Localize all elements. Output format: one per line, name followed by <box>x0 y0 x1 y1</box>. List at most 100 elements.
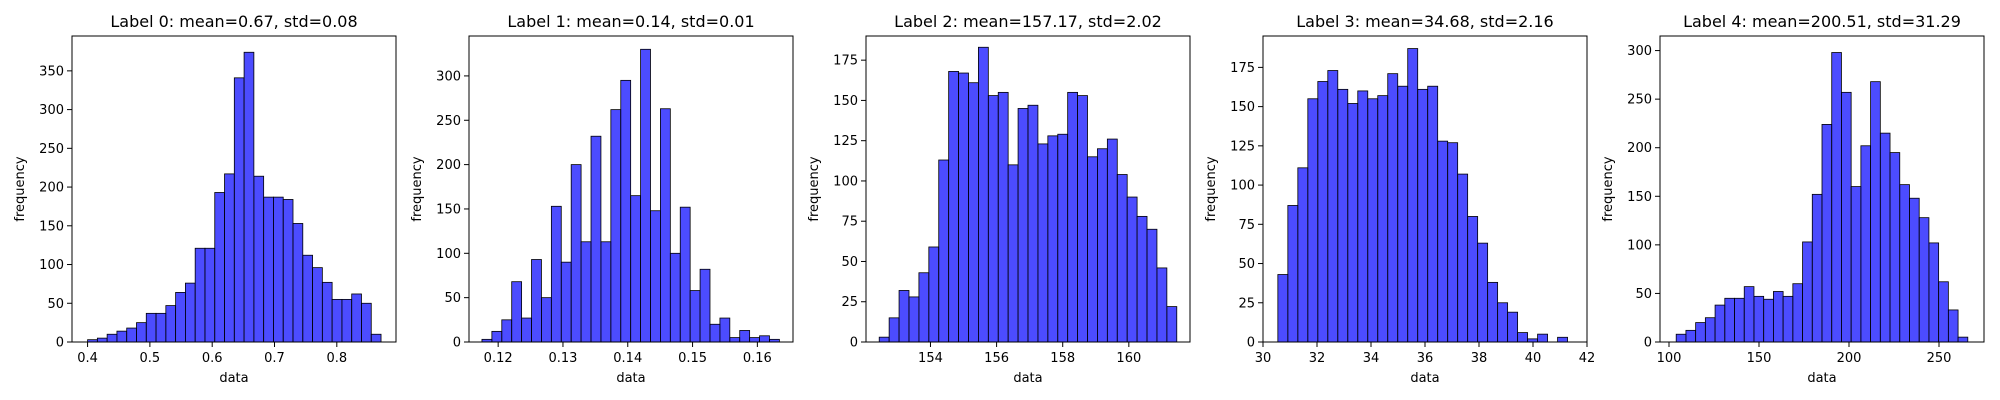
histogram-bar <box>948 71 959 343</box>
histogram-bar <box>620 79 632 343</box>
histogram-bar <box>1367 98 1379 343</box>
histogram-bar <box>1889 152 1901 343</box>
histogram-bar <box>739 330 751 343</box>
histogram-bar <box>1027 104 1039 343</box>
y-tick-label: 0 <box>1644 336 1652 351</box>
histogram-bar <box>1047 135 1059 343</box>
histogram-bar <box>1387 73 1399 343</box>
histogram-bar <box>1909 197 1920 343</box>
histogram-bar <box>570 164 582 343</box>
histogram-bar <box>1831 52 1842 343</box>
histogram-bar <box>175 292 186 343</box>
y-tick-label: 175 <box>1230 61 1255 76</box>
y-tick-label: 125 <box>833 134 858 149</box>
histogram-bar <box>282 199 294 343</box>
histogram-bar <box>1802 241 1813 343</box>
y-axis-title: frequency <box>410 156 425 222</box>
y-tick-label: 100 <box>833 174 858 189</box>
y-tick-label: 350 <box>39 64 64 79</box>
histogram-bar <box>1685 329 1697 343</box>
histogram-bar <box>1537 333 1548 343</box>
histogram-bar <box>1860 145 1872 343</box>
histogram-bar <box>1517 332 1528 343</box>
x-tick-label: 0.14 <box>613 351 642 366</box>
histogram-bar <box>292 223 304 343</box>
histogram-bar <box>302 254 313 343</box>
histogram-bar <box>719 317 731 343</box>
x-tick-label: 38 <box>1471 351 1488 366</box>
histogram-bar <box>531 259 542 343</box>
x-tick-label: 0.5 <box>140 351 161 366</box>
histogram-bar <box>541 297 552 343</box>
histogram-bar <box>1734 297 1745 343</box>
histogram-bar <box>155 312 167 343</box>
histogram-bar <box>341 298 353 343</box>
histogram-bar <box>1097 148 1108 343</box>
y-tick-label: 0 <box>453 336 461 351</box>
y-tick-label: 75 <box>841 215 858 230</box>
histogram-bar <box>888 317 900 343</box>
histogram-bar <box>263 196 274 343</box>
histogram-bar <box>1457 173 1469 343</box>
histogram-bar <box>1156 267 1168 343</box>
axes-frame <box>468 35 794 343</box>
histogram-bar <box>214 192 225 343</box>
histogram-bar <box>1753 295 1765 343</box>
histogram-bar <box>501 319 513 343</box>
histogram-bar <box>1077 95 1088 343</box>
x-tick-label: 40 <box>1525 351 1542 366</box>
histogram-bar <box>165 305 177 343</box>
histogram-bar <box>580 241 592 343</box>
histogram-bar <box>878 336 890 343</box>
histogram-bar <box>749 337 760 343</box>
y-tick-label: 150 <box>436 202 461 217</box>
histogram-bar <box>370 333 382 343</box>
x-tick-label: 160 <box>1116 351 1141 366</box>
x-tick-label: 200 <box>1837 351 1862 366</box>
y-axis-title: frequency <box>807 156 822 222</box>
y-tick-label: 200 <box>39 181 64 196</box>
histogram-bar <box>1067 91 1078 343</box>
y-tick-label: 300 <box>1627 44 1652 59</box>
histogram-bar <box>1287 205 1299 343</box>
histogram-bar <box>1427 85 1439 343</box>
histogram-bar <box>116 330 128 343</box>
histogram-bar <box>491 330 503 343</box>
y-tick-label: 25 <box>1238 296 1255 311</box>
histogram-bar <box>898 290 910 343</box>
histogram-bar <box>997 91 1009 343</box>
y-tick-label: 0 <box>1247 336 1255 351</box>
histogram-bar <box>243 51 255 343</box>
x-tick-label: 34 <box>1363 351 1380 366</box>
histogram-panel-2: 154 156 158 160 0 25 50 75 100 125 150 175 data frequ… <box>807 12 1191 386</box>
histogram-bar <box>194 247 206 343</box>
x-tick-label: 150 <box>1747 351 1772 366</box>
x-tick-label: 0.15 <box>678 351 707 366</box>
histogram-bar <box>1407 48 1419 343</box>
histogram-bar <box>1695 322 1706 343</box>
histogram-bar <box>669 252 681 343</box>
histogram-bar <box>1841 91 1852 343</box>
x-tick-label: 158 <box>1050 351 1075 366</box>
panel-title: Label 2: mean=157.17, std=2.02 <box>894 12 1162 31</box>
histogram-bar <box>1447 142 1459 343</box>
histogram-bar <box>1497 302 1509 343</box>
histogram-bar <box>1417 88 1429 343</box>
histogram-bar <box>679 206 691 343</box>
histogram-bar <box>630 195 641 343</box>
histogram-bar <box>136 322 147 343</box>
x-tick-label: 0.16 <box>743 351 772 366</box>
histogram-bar <box>699 268 711 343</box>
histogram-bar <box>908 296 920 343</box>
x-tick-label: 0.4 <box>77 351 98 366</box>
axes-frame <box>1659 35 1985 343</box>
x-tick-label: 32 <box>1309 351 1326 366</box>
panel-title: Label 1: mean=0.14, std=0.01 <box>507 12 754 31</box>
histogram-bar <box>106 333 118 343</box>
histogram-bar <box>978 46 989 343</box>
histogram-bar <box>1811 193 1823 343</box>
x-tick-label: 36 <box>1417 351 1434 366</box>
x-axis-title: data <box>1410 371 1439 386</box>
histogram-bar <box>1507 311 1519 343</box>
y-tick-label: 50 <box>47 297 64 312</box>
